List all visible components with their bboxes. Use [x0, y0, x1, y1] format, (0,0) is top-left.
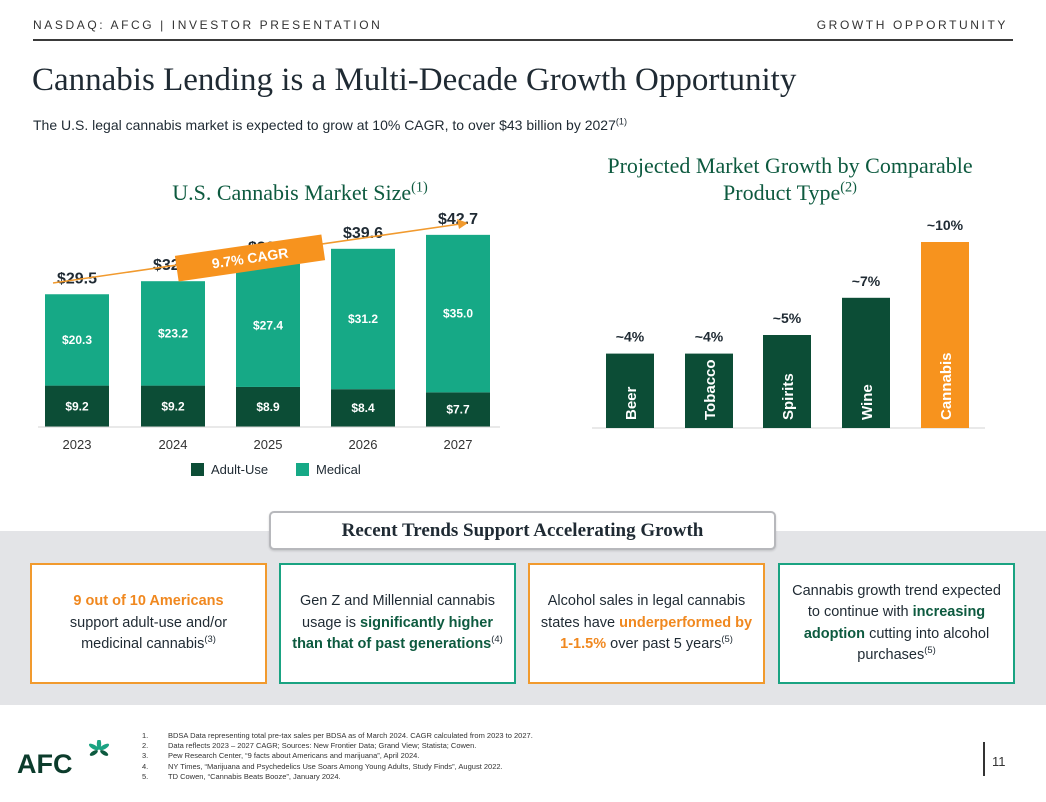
- category-label: Wine: [859, 384, 876, 420]
- data-label-adult-use: $8.4: [351, 401, 375, 415]
- trend-card-3: Alcohol sales in legal cannabis states h…: [528, 563, 765, 684]
- legend-swatch-medical: [296, 463, 309, 476]
- bar-beer: [606, 353, 654, 428]
- total-label: $39.6: [343, 225, 383, 242]
- page-number: 11: [992, 754, 1006, 769]
- footnote: 3. Pew Research Center, “9 facts about Am…: [142, 751, 420, 761]
- bar-medical: [426, 234, 490, 393]
- footnote: 4. NY Times, “Marijuana and Psychedelics …: [142, 761, 503, 771]
- data-label-adult-use: $7.7: [446, 403, 470, 417]
- data-label: ~10%: [927, 217, 964, 233]
- cagr-arrowhead: [457, 219, 468, 229]
- footnotes: 1. BDSA Data representing total pre-tax s…: [142, 731, 533, 782]
- bar-adult-use: [331, 389, 395, 427]
- bar-cannabis: [921, 242, 969, 428]
- bar-spirits: [763, 335, 811, 428]
- bar-medical: [141, 281, 205, 386]
- footnote: 1. BDSA Data representing total pre-tax s…: [142, 731, 533, 740]
- x-tick-label: 2024: [159, 437, 188, 452]
- market-size-chart-title: U.S. Cannabis Market Size(1): [172, 179, 428, 205]
- cagr-badge: 9.7% CAGR: [174, 234, 326, 282]
- header-left: NASDAQ: AFCG | INVESTOR PRESENTATION: [33, 18, 383, 32]
- trend-card-1: 9 out of 10 Americans support adult-use a…: [30, 563, 267, 684]
- cagr-arrow: [52, 223, 461, 284]
- trend-card-2: Gen Z and Millennial cannabis usage is s…: [279, 563, 516, 684]
- bar-adult-use: [236, 386, 300, 427]
- data-label-medical: $31.2: [348, 312, 378, 326]
- x-tick-label: 2025: [254, 437, 283, 452]
- data-label: ~5%: [773, 310, 802, 326]
- page-title: Cannabis Lending is a Multi-Decade Growt…: [32, 62, 797, 98]
- legend-label-medical: Medical: [316, 462, 361, 477]
- data-label-adult-use: $9.2: [161, 399, 185, 413]
- page-number-divider: [983, 742, 985, 776]
- total-label: $42.7: [438, 211, 478, 228]
- bar-adult-use: [45, 385, 109, 427]
- page-subtitle: The U.S. legal cannabis market is expect…: [33, 116, 627, 133]
- legend-swatch-adult-use: [191, 463, 204, 476]
- footnote: 5. TD Cowen, “Cannabis Beats Booze”, Janu…: [142, 771, 341, 781]
- bar-wine: [842, 297, 890, 428]
- data-label: ~7%: [852, 273, 881, 289]
- header-divider: [33, 39, 1013, 41]
- data-label: ~4%: [616, 329, 645, 345]
- total-label: $32.4: [153, 257, 193, 274]
- leaf-icon: [88, 740, 110, 756]
- cagr-label: 9.7% CAGR: [211, 245, 290, 272]
- data-label-medical: $27.4: [253, 318, 283, 332]
- bar-adult-use: [426, 392, 490, 427]
- product-growth-chart-title: Projected Market Growth by Comparable Pro…: [607, 153, 973, 205]
- trend-card-4: Cannabis growth trend expected to contin…: [778, 563, 1015, 684]
- category-label: Spirits: [780, 373, 797, 420]
- total-label: $29.5: [57, 270, 97, 287]
- data-label-medical: $23.2: [158, 326, 188, 340]
- trends-title: Recent Trends Support Accelerating Growt…: [269, 511, 776, 550]
- bar-tobacco: [685, 353, 733, 428]
- category-label: Cannabis: [938, 352, 955, 420]
- logo-text: AFC: [17, 749, 73, 779]
- category-label: Beer: [623, 386, 640, 420]
- bar-medical: [45, 294, 109, 386]
- data-label-medical: $20.3: [62, 333, 92, 347]
- afc-logo: AFC: [17, 740, 110, 779]
- header-right: GROWTH OPPORTUNITY: [816, 18, 1008, 32]
- x-tick-label: 2026: [349, 437, 378, 452]
- bar-medical: [236, 263, 300, 387]
- bar-adult-use: [141, 385, 205, 427]
- category-label: Tobacco: [702, 359, 719, 420]
- legend-label-adult-use: Adult-Use: [211, 462, 268, 477]
- data-label: ~4%: [695, 329, 724, 345]
- x-tick-label: 2027: [444, 437, 473, 452]
- data-label-adult-use: $9.2: [65, 399, 89, 413]
- total-label: $36.3: [248, 240, 288, 257]
- x-tick-label: 2023: [63, 437, 92, 452]
- bar-medical: [331, 248, 395, 390]
- footnote: 2. Data reflects 2023 – 2027 CAGR; Source…: [142, 741, 477, 751]
- data-label-medical: $35.0: [443, 307, 473, 321]
- data-label-adult-use: $8.9: [256, 400, 280, 414]
